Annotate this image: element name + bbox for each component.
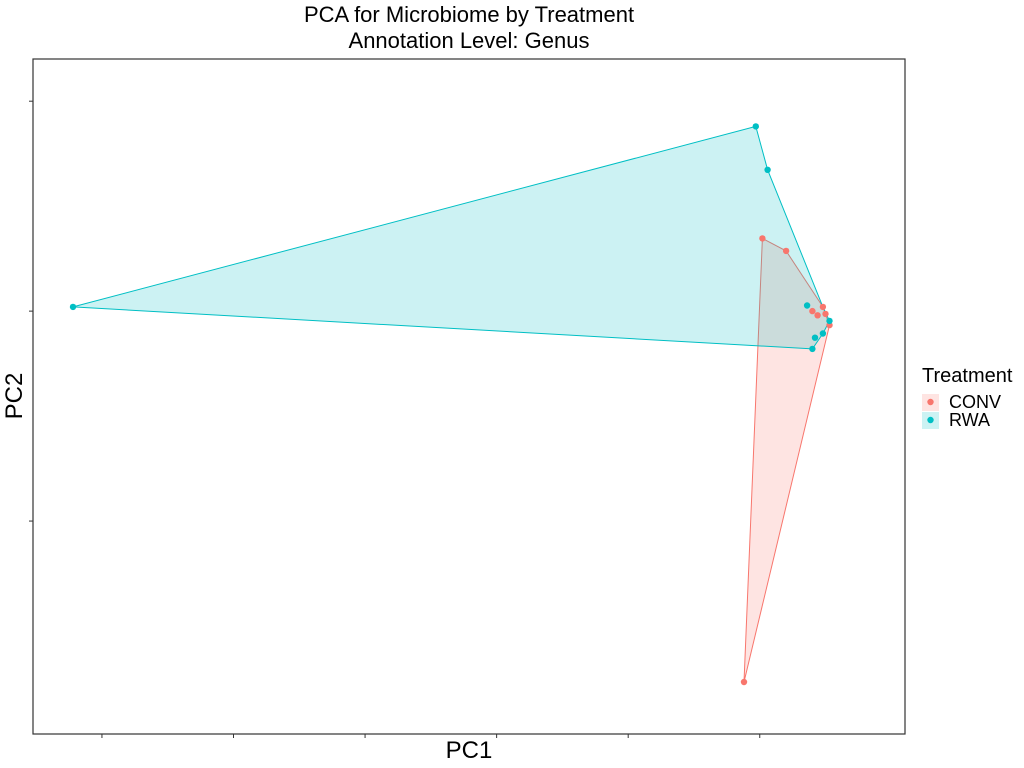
legend-title: Treatment — [922, 365, 1013, 387]
point-rwa — [752, 123, 759, 130]
point-conv — [759, 235, 766, 242]
x-axis-title: PC1 — [446, 737, 493, 764]
point-rwa — [803, 302, 811, 309]
point-rwa — [764, 166, 771, 173]
point-conv — [814, 312, 821, 319]
point-rwa — [69, 303, 77, 311]
legend-dot-rwa — [927, 416, 934, 424]
point-rwa — [809, 345, 816, 353]
point-conv — [819, 303, 827, 311]
y-axis-ticks — [29, 100, 33, 522]
point-conv — [822, 310, 829, 318]
plot-panel-border — [32, 58, 906, 735]
chart-title: PCA for Microbiome by Treatment — [304, 2, 634, 27]
point-rwa — [811, 334, 819, 341]
legend-label-rwa: RWA — [949, 410, 990, 430]
hull-rwa — [72, 125, 831, 350]
point-rwa — [819, 330, 827, 337]
point-conv — [809, 307, 816, 315]
x-axis-ticks — [101, 734, 761, 738]
point-layer — [69, 123, 833, 686]
point-rwa — [826, 317, 833, 325]
legend-label-conv: CONV — [949, 392, 1001, 412]
point-conv — [782, 247, 790, 255]
y-axis-title: PC2 — [1, 373, 28, 420]
point-conv — [740, 678, 748, 686]
legend-dot-conv — [927, 398, 934, 406]
chart-subtitle: Annotation Level: Genus — [349, 28, 590, 53]
hull-layer — [72, 125, 831, 683]
